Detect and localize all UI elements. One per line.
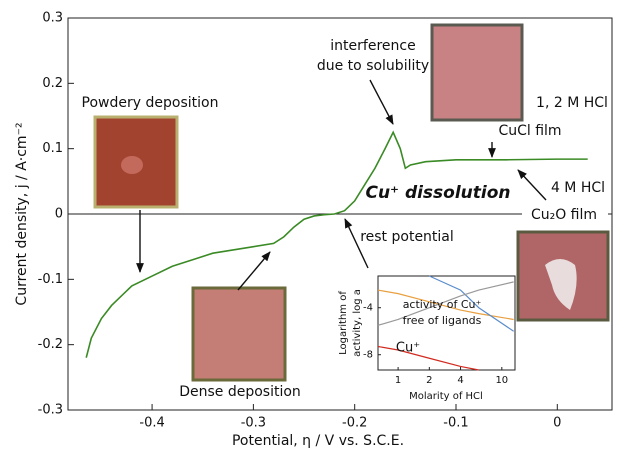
y-tick-label: 0.2	[42, 76, 63, 91]
annotation: Dense deposition	[179, 384, 301, 400]
inset-y-label: activity, log a	[352, 289, 363, 357]
x-tick-label: 4	[457, 375, 463, 386]
arrow	[370, 80, 393, 124]
annotation: Powdery deposition	[82, 95, 219, 111]
annotation: due to solubility	[317, 58, 429, 74]
x-tick-label: -0.3	[241, 416, 266, 431]
photo-cucl	[432, 25, 522, 120]
annotation: Cu⁺ dissolution	[365, 183, 510, 203]
annotation: 1, 2 M HCl	[536, 95, 608, 111]
x-tick-label: -0.2	[342, 416, 367, 431]
inset-y-label: Logarithm of	[338, 291, 349, 355]
y-tick-label: 0.1	[42, 141, 63, 156]
annotation: CuCl film	[498, 123, 561, 139]
inset-annotation: free of ligands	[403, 314, 482, 327]
x-tick-label: 0	[553, 416, 561, 431]
figure: -0.4-0.3-0.2-0.10-0.3-0.2-0.100.10.20.3 …	[0, 0, 620, 451]
inset-annotation: activity of Cu⁺	[403, 298, 482, 311]
x-tick-label: -0.4	[139, 416, 164, 431]
annotation: Cu₂O film	[531, 207, 597, 223]
y-axis-label: Current density, j / A·cm⁻²	[14, 122, 30, 305]
photo-spot	[121, 156, 143, 174]
y-tick-label: 0	[55, 207, 63, 222]
y-tick-label: -0.3	[38, 403, 63, 418]
y-tick-label: -0.2	[38, 337, 63, 352]
y-tick-label: -8	[363, 350, 373, 361]
photo-dense	[193, 288, 285, 380]
x-tick-label: 10	[495, 375, 508, 386]
arrow	[238, 252, 270, 290]
annotation: interference	[330, 38, 415, 54]
x-tick-label: -0.1	[443, 416, 468, 431]
y-tick-label: -4	[363, 303, 373, 314]
arrow	[518, 170, 546, 200]
y-tick-label: -0.1	[38, 272, 63, 287]
x-axis-label: Potential, η / V vs. S.C.E.	[232, 433, 404, 449]
annotation: 4 M HCl	[551, 180, 605, 196]
y-tick-label: 0.3	[42, 11, 63, 26]
x-tick-label: 2	[426, 375, 432, 386]
x-tick-label: 1	[395, 375, 401, 386]
inset-annotation: Cu⁺	[396, 341, 420, 356]
inset-x-label: Molarity of HCl	[409, 391, 483, 402]
annotation: rest potential	[360, 229, 454, 245]
